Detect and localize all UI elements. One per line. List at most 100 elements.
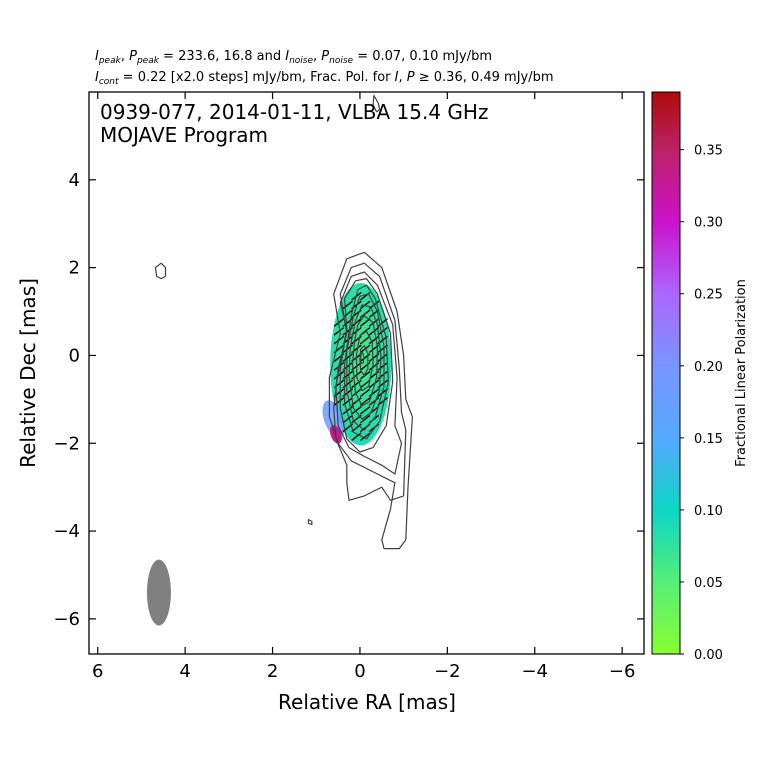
evpa-stick	[351, 379, 362, 389]
evpa-stick	[377, 362, 388, 371]
x-tick-label: −6	[609, 661, 636, 682]
evpa-stick	[359, 370, 371, 380]
evpa-stick	[368, 379, 380, 389]
x-tick-label: 2	[267, 661, 278, 682]
colorbar-label: Fractional Linear Polarization	[734, 279, 749, 467]
frac-pol-i-symbol: I	[394, 70, 399, 85]
evpa-stick	[377, 344, 388, 354]
evpa-stick	[342, 300, 353, 310]
evpa-stick	[351, 388, 362, 398]
p-peak-symbol: P	[129, 49, 137, 64]
evpa-stick	[333, 397, 345, 406]
evpa-stick	[377, 326, 388, 336]
evpa-stick	[359, 362, 371, 371]
y-tick-label: −2	[53, 433, 80, 454]
noise-values: = 0.07, 0.10 mJy/bm	[353, 49, 492, 64]
i-peak-symbol: I	[95, 49, 99, 64]
colorbar	[651, 91, 681, 655]
evpa-stick	[359, 335, 371, 345]
chart-title-line-2: MOJAVE Program	[100, 123, 268, 147]
contour-11	[360, 352, 365, 364]
contour-14	[307, 519, 313, 526]
y-axis-label: Relative Dec [mas]	[16, 278, 40, 468]
i-cont-subscript: cont	[98, 77, 119, 87]
evpa-stick	[351, 405, 362, 415]
evpa-stick	[342, 414, 353, 424]
contour-1	[328, 251, 413, 550]
peak-values: = 233.6, 16.8 and	[158, 49, 286, 64]
y-tick-label: 2	[69, 258, 80, 279]
colorbar-tick-label: 0.20	[694, 360, 723, 375]
evpa-stick	[351, 318, 362, 327]
evpa-stick	[368, 326, 380, 336]
evpa-stick	[368, 335, 380, 345]
contour-12	[154, 262, 167, 280]
evpa-stick	[359, 397, 371, 406]
colorbar-tick-label: 0.15	[694, 432, 723, 447]
evpa-stick	[377, 353, 388, 362]
p-noise-subscript: noise	[329, 56, 354, 66]
colorbar-tick-label: 0.25	[694, 288, 723, 303]
evpa-stick	[333, 370, 345, 380]
colorbar-tick-label: 0.35	[694, 144, 723, 159]
colorbar-tick-label: 0.30	[694, 216, 723, 231]
i-peak-subscript: peak	[98, 56, 121, 66]
evpa-stick	[368, 318, 380, 327]
evpa-stick	[377, 370, 388, 380]
contour-5	[344, 284, 389, 440]
contour-13	[372, 94, 381, 113]
evpa-stick	[342, 353, 353, 362]
evpa-stick	[359, 405, 371, 415]
colorbar-tick-label: 0.00	[694, 648, 723, 663]
p-noise-symbol: P	[321, 49, 330, 64]
evpa-stick	[359, 353, 371, 362]
evpa-stick	[351, 432, 362, 441]
evpa-stick	[359, 318, 371, 327]
evpa-stick	[333, 388, 345, 398]
evpa-stick	[333, 326, 345, 336]
frac-pol-threshold: ≥ 0.36, 0.49 mJy/bm	[414, 70, 554, 85]
contour-values: = 0.22 [x2.0 steps] mJy/bm, Frac. Pol. f…	[118, 70, 395, 85]
evpa-stick	[359, 379, 371, 389]
plot-frame	[88, 91, 645, 655]
i-noise-symbol: I	[285, 49, 290, 64]
x-tick-label: −4	[521, 661, 548, 682]
contour-6	[346, 293, 385, 431]
plot-content	[146, 94, 413, 626]
evpa-stick	[368, 397, 380, 406]
contour-2	[333, 262, 407, 501]
y-tick-label: 4	[69, 170, 80, 191]
frac-pol-p-symbol: P	[406, 70, 415, 85]
contour-4	[339, 278, 394, 453]
colorbar-tick-label: 0.05	[694, 576, 723, 591]
contour-3	[335, 271, 403, 475]
i-noise-subscript: noise	[289, 56, 314, 66]
evpa-stick	[359, 309, 371, 319]
y-tick-label: 0	[69, 345, 80, 366]
evpa-stick	[359, 300, 371, 310]
i-cont-symbol: I	[95, 70, 99, 85]
x-tick-label: 4	[179, 661, 190, 682]
y-tick-label: −4	[53, 521, 80, 542]
axis-ticks: 6 4 2 0 −2 −4 −6 4 2 0 −2 −4 −6	[53, 92, 644, 682]
colorbar-ticks: 0.00 0.05 0.10 0.15 0.20 0.25 0.30 0.35	[680, 144, 723, 663]
evpa-stick	[368, 388, 380, 398]
contour-8	[351, 315, 378, 407]
chart-title-line-1: 0939-077, 2014-01-11, VLBA 15.4 GHz	[100, 100, 488, 124]
x-tick-label: 6	[92, 661, 103, 682]
x-tick-label: 0	[354, 661, 365, 682]
contour-layer	[154, 94, 413, 550]
contour-9	[355, 330, 374, 392]
contour-10	[359, 345, 369, 376]
beam-ellipse	[146, 559, 171, 626]
evpa-stick	[359, 432, 371, 441]
p-peak-subscript: peak	[136, 56, 159, 66]
x-axis-label: Relative RA [mas]	[278, 690, 456, 714]
header-line-2: Icont = 0.22 [x2.0 steps] mJy/bm, Frac. …	[95, 70, 554, 87]
header-line-1: Ipeak, Ppeak = 233.6, 16.8 and Inoise, P…	[95, 49, 492, 66]
y-tick-label: −6	[53, 609, 80, 630]
contour-7	[348, 304, 382, 420]
evpa-stick	[359, 414, 371, 424]
evpa-stick	[359, 388, 371, 398]
